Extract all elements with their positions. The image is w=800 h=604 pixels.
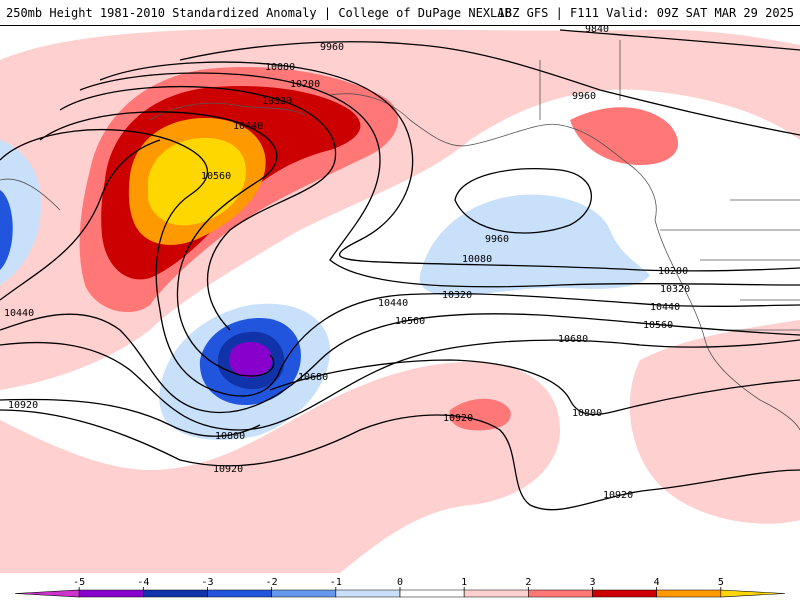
- contour-label: 10920: [8, 400, 38, 411]
- contour-label: 10440: [233, 121, 263, 132]
- contour-label: 10440: [4, 308, 34, 319]
- colorbar-tick-label: 0: [397, 577, 403, 588]
- colorbar-tick-label: -2: [266, 577, 278, 588]
- contour-label: 10920: [443, 413, 473, 424]
- contour-label: 9960: [572, 91, 596, 102]
- height-contours: [0, 29, 800, 511]
- colorbar-bin: [271, 589, 337, 598]
- contour-label: 10680: [298, 372, 328, 383]
- colorbar-tick-label: 2: [525, 577, 531, 588]
- anomaly-shading-purple: [229, 342, 273, 378]
- colorbar-tick-label: 4: [654, 577, 660, 588]
- colorbar-bin: [399, 589, 465, 598]
- contour-label: 10920: [603, 490, 633, 501]
- contour-label: 10560: [643, 320, 673, 331]
- valid-time-title: 18Z GFS | F111 Valid: 09Z SAT MAR 29 202…: [497, 6, 794, 20]
- product-title: 250mb Height 1981-2010 Standardized Anom…: [6, 6, 512, 20]
- map-header: 250mb Height 1981-2010 Standardized Anom…: [0, 0, 800, 26]
- colorbar-tick-label: -3: [201, 577, 213, 588]
- contour-label: 10800: [572, 408, 602, 419]
- colorbar-ticks: -5 -4 -3 -2 -1 0 1 2 3 4 5: [73, 577, 724, 590]
- colorbar-tick-label: 1: [461, 577, 467, 588]
- colorbar-bin: [335, 589, 401, 598]
- colorbar-bin: [720, 589, 786, 598]
- contour-label: 9960: [320, 42, 344, 53]
- colorbar-tick-label: -1: [330, 577, 342, 588]
- colorbar-bin: [528, 589, 593, 598]
- colorbar-tick-label: 3: [589, 577, 595, 588]
- contour-label: 10440: [378, 298, 408, 309]
- colorbar-bin: [463, 589, 529, 598]
- contour-label: 10080: [265, 62, 295, 73]
- contour-label: 10560: [201, 171, 231, 182]
- contour-label: 10320: [660, 284, 690, 295]
- contour-label: 10560: [395, 316, 425, 327]
- colorbar-bin: [592, 589, 657, 598]
- contour-label: 10440: [650, 302, 680, 313]
- contour-label: 9840: [585, 26, 609, 35]
- contour-label: 10320: [262, 96, 292, 107]
- colorbar-bin: [656, 589, 722, 598]
- colorbar: -5 -4 -3 -2 -1 0 1 2 3 4 5: [0, 573, 800, 600]
- contour-label: 10800: [215, 431, 245, 442]
- contour-label: 10080: [462, 254, 492, 265]
- coastlines: [0, 40, 800, 431]
- contour-labels: 9840 9960 9960 9960 10080 10080 10200 10…: [4, 24, 690, 501]
- colorbar-bin: [143, 589, 208, 598]
- colorbar-bins: [14, 589, 786, 598]
- colorbar-tick-label: -4: [137, 577, 149, 588]
- contour-label: 10680: [558, 334, 588, 345]
- contour-label: 10200: [290, 79, 320, 90]
- anomaly-map: 9840 9960 9960 9960 10080 10080 10200 10…: [0, 24, 800, 573]
- anomaly-shading-gold: [148, 138, 246, 226]
- colorbar-bin: [14, 589, 80, 598]
- colorbar-tick-label: -5: [73, 577, 85, 588]
- contour-label: 10200: [658, 266, 688, 277]
- colorbar-bin: [78, 589, 144, 598]
- colorbar-bin: [207, 589, 272, 598]
- contour-label: 10920: [213, 464, 243, 475]
- contour-label: 9960: [485, 234, 509, 245]
- colorbar-tick-label: 5: [718, 577, 724, 588]
- contour-label: 10320: [442, 290, 472, 301]
